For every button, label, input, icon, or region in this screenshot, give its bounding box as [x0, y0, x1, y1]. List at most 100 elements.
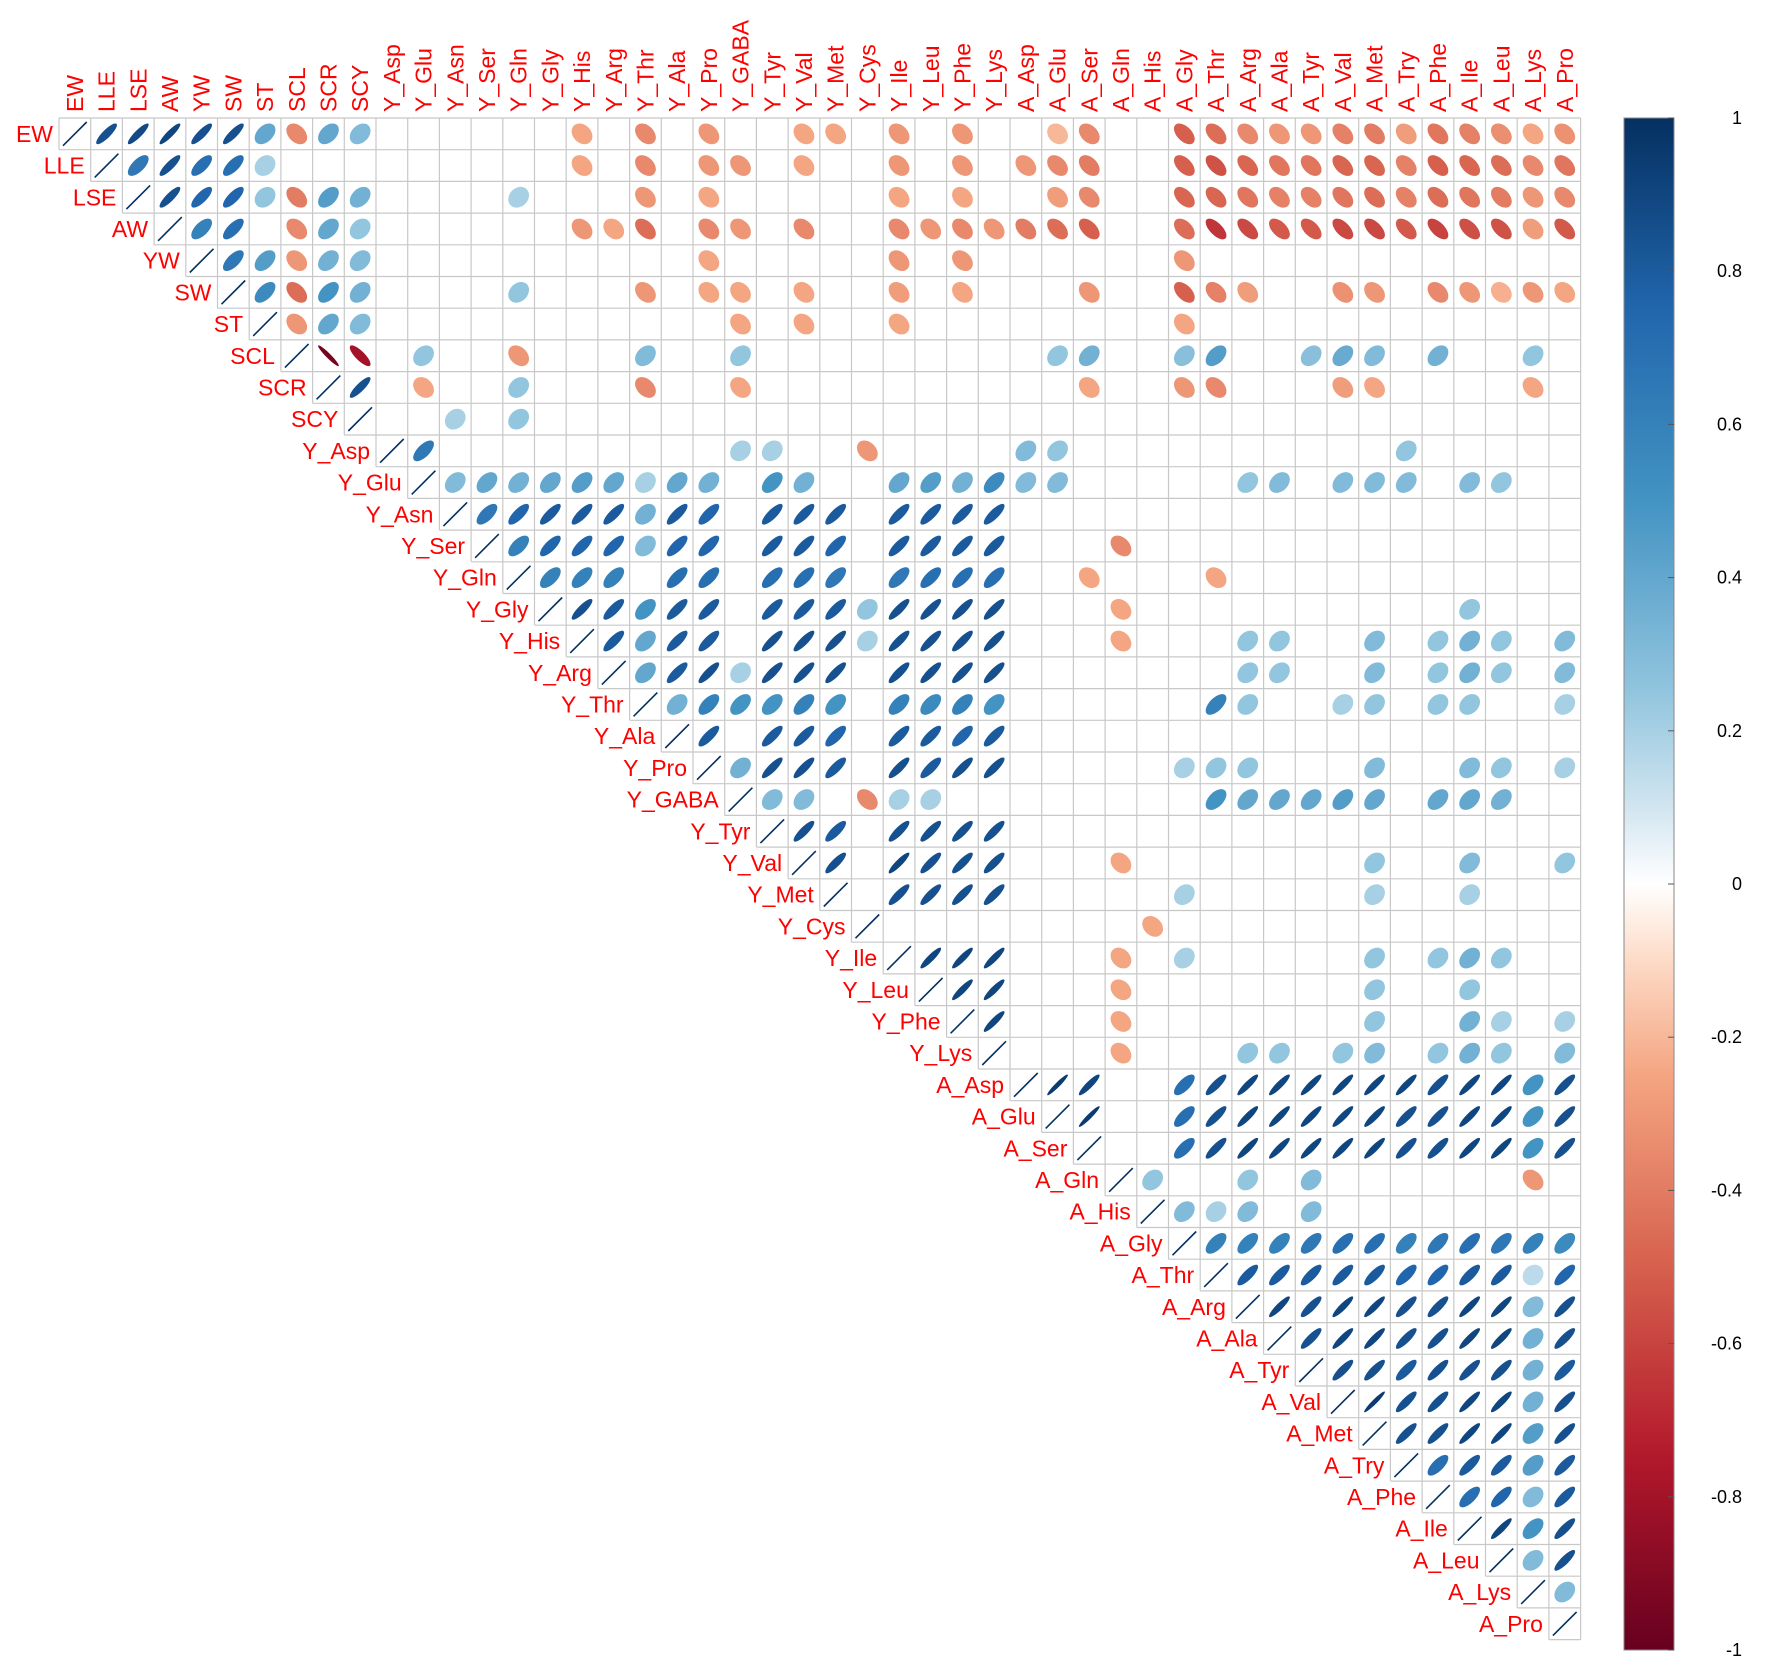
corr-ellipse-Y_Leu-A_Gln [1110, 979, 1132, 1001]
row-label-Y_Met: Y_Met [747, 882, 814, 908]
corr-ellipse-Y_Gln-Y_Phe [952, 567, 973, 589]
corr-ellipse-A_Arg-A_Leu [1490, 1296, 1512, 1318]
corr-ellipse-SCR-Y_Gln [508, 377, 530, 398]
corr-ellipse-Y_Gln-Y_Pro [698, 567, 720, 589]
corr-ellipse-YW-SW [222, 250, 244, 272]
col-label-A_Thr: A_Thr [1203, 49, 1229, 112]
corr-ellipse-LLE-Y_Val [793, 155, 815, 176]
corr-ellipse-A_Gly-A_Try [1395, 1232, 1417, 1254]
colorbar-tick-label: -0.4 [1711, 1180, 1742, 1200]
row-label-A_Met: A_Met [1286, 1421, 1353, 1447]
corr-ellipse-AW-Y_His [571, 218, 593, 240]
corr-ellipse-A_Thr-A_Phe [1427, 1264, 1449, 1286]
corr-ellipse-LLE-A_Leu [1490, 155, 1512, 176]
corr-ellipse-YW-SCL [286, 250, 308, 272]
corr-ellipse-YW-ST [254, 250, 276, 272]
corr-ellipse-Y_Pro-Y_Phe [952, 757, 973, 779]
corr-ellipse-Y_Glu-A_Glu [1047, 472, 1068, 493]
row-label-LSE: LSE [73, 184, 116, 210]
corr-ellipse-A_Val-A_Pro [1554, 1391, 1576, 1413]
corr-ellipse-EW-SCY [349, 123, 371, 145]
corr-ellipse-A_Gly-A_Ala [1269, 1232, 1290, 1254]
corr-ellipse-Y_Val-A_Gln [1110, 852, 1132, 874]
col-label-Y_Arg: Y_Arg [601, 48, 627, 112]
corr-ellipse-AW-Y_Pro [698, 218, 720, 240]
corr-ellipse-Y_His-A_Phe [1427, 630, 1449, 652]
corr-ellipse-Y_Tyr-Y_Met [825, 820, 847, 842]
corr-ellipse-EW-Y_Phe [952, 123, 973, 145]
corr-ellipse-Y_Gln-Y_Tyr [761, 567, 783, 589]
corr-ellipse-SCL-Y_Glu [413, 345, 434, 367]
corr-ellipse-Y_Gln-Y_Met [825, 567, 847, 589]
corr-ellipse-Y_Glu-A_Met [1364, 472, 1385, 493]
corr-ellipse-Y_Asp-A_Try [1395, 440, 1417, 462]
corr-ellipse-Y_Arg-A_Ile [1459, 662, 1481, 684]
diagonal-mark-A_Gly [1171, 1230, 1197, 1256]
corr-ellipse-LSE-A_Phe [1427, 186, 1449, 208]
corr-ellipse-AW-A_Val [1332, 218, 1354, 240]
corr-ellipse-Y_Asn-Y_Ile [888, 503, 910, 525]
corr-ellipse-EW-A_Lys [1522, 123, 1544, 145]
corr-ellipse-A_Asp-A_Try [1395, 1074, 1417, 1096]
corr-ellipse-A_Ser-A_Phe [1427, 1137, 1449, 1159]
corr-ellipse-SW-Y_Gln [508, 281, 530, 303]
colorbar-tick-label: 0.6 [1717, 414, 1742, 434]
corr-ellipse-SCL-A_Tyr [1300, 345, 1322, 367]
corr-ellipse-Y_Asn-Y_Ala [666, 503, 688, 525]
col-label-Y_Val: Y_Val [791, 52, 817, 112]
diagonal-mark-A_Val [1330, 1389, 1356, 1415]
corr-ellipse-LLE-A_Ser [1078, 155, 1100, 176]
corr-ellipse-Y_Glu-A_Val [1332, 472, 1354, 493]
corr-ellipse-SCL-SCY [349, 345, 371, 367]
col-label-A_Glu: A_Glu [1045, 48, 1071, 112]
corr-ellipse-SW-A_Arg [1237, 281, 1259, 303]
corr-ellipse-A_Gly-A_Pro [1554, 1232, 1576, 1254]
corr-ellipse-Y_Thr-A_Met [1364, 694, 1385, 715]
corr-ellipse-LLE-A_Ala [1269, 155, 1290, 176]
diagonal-mark-A_Glu [1045, 1104, 1070, 1129]
row-label-A_Try: A_Try [1324, 1452, 1385, 1478]
corr-ellipse-Y_Glu-Y_Arg [603, 472, 625, 493]
corr-ellipse-Y_Thr-Y_Ile [888, 694, 910, 715]
col-label-ST: ST [252, 83, 278, 112]
corr-ellipse-Y_Tyr-Y_Phe [952, 820, 973, 842]
corr-ellipse-SCL-Y_GABA [730, 345, 751, 367]
corr-ellipse-A_Thr-A_Pro [1554, 1264, 1576, 1286]
diagonal-mark-A_Gln [1108, 1167, 1134, 1193]
corr-ellipse-Y_Gly-Y_Pro [698, 598, 720, 620]
corr-ellipse-A_Gly-A_Lys [1522, 1232, 1544, 1254]
corr-ellipse-Y_Ser-Y_Arg [603, 535, 625, 557]
corr-ellipse-Y_Ala-Y_Lys [983, 725, 1005, 747]
corr-ellipse-A_Ala-A_Tyr [1300, 1328, 1322, 1349]
row-label-Y_Arg: Y_Arg [528, 660, 592, 686]
diagonal-mark-Y_Ser [474, 533, 500, 559]
row-label-SCY: SCY [291, 406, 338, 432]
corr-ellipse-A_Ser-A_Pro [1554, 1137, 1576, 1159]
corr-ellipse-YW-Y_Pro [698, 250, 720, 272]
corr-ellipse-YW-Y_Phe [952, 250, 973, 272]
corr-ellipse-A_Met-A_Ile [1459, 1423, 1481, 1444]
corr-ellipse-Y_Pro-A_Pro [1554, 757, 1576, 779]
corr-ellipse-Y_Val-A_Ile [1459, 852, 1481, 874]
corr-ellipse-Y_Ser-Y_Thr [635, 535, 656, 557]
corr-ellipse-A_Ser-A_Ala [1269, 1137, 1290, 1159]
diagonal-mark-A_Ile [1457, 1516, 1483, 1542]
corr-ellipse-A_Thr-A_Val [1332, 1264, 1354, 1286]
corr-ellipse-Y_Arg-Y_Ala [666, 662, 688, 684]
corr-ellipse-Y_Lys-A_Val [1332, 1042, 1354, 1064]
corr-ellipse-LLE-ST [254, 155, 276, 176]
corr-ellipse-ST-SCR [318, 313, 339, 335]
colorbar-tick-label: 0.4 [1717, 568, 1742, 588]
corr-ellipse-Y_His-Y_Pro [698, 630, 720, 652]
diagonal-mark-A_Pro [1552, 1611, 1578, 1637]
corr-ellipse-Y_GABA-Y_Leu [920, 789, 942, 810]
corr-ellipse-LLE-A_Pro [1554, 155, 1576, 176]
corr-ellipse-LLE-A_Arg [1237, 155, 1259, 176]
corr-ellipse-LSE-Y_Pro [698, 186, 720, 208]
corr-ellipse-A_Met-A_Pro [1554, 1423, 1576, 1444]
corr-ellipse-EW-A_Leu [1490, 123, 1512, 145]
diagonal-mark-Y_Gln [506, 565, 532, 591]
corr-ellipse-Y_His-Y_Met [825, 630, 847, 652]
corr-ellipse-Y_His-Y_Phe [952, 630, 973, 652]
colorbar-tick-label: -0.2 [1711, 1027, 1742, 1047]
